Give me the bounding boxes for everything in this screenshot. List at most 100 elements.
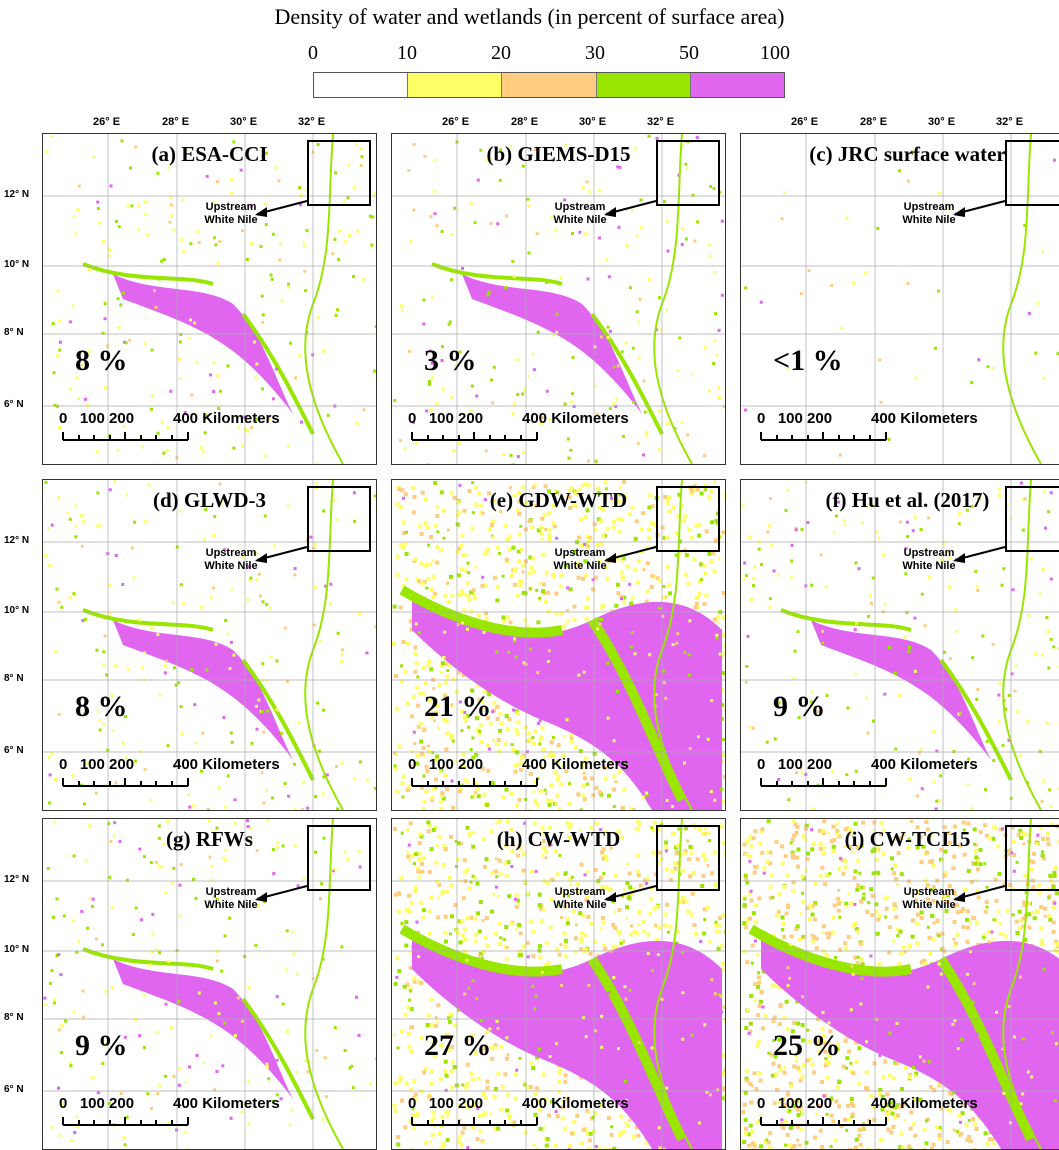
upstream-label-line: Upstream bbox=[520, 201, 640, 214]
scale-bar-units: 400 Kilometers bbox=[871, 756, 978, 773]
percent-label: 21 % bbox=[424, 690, 492, 724]
longitude-label: 28° E bbox=[511, 116, 538, 128]
latitude-label: 10° N bbox=[4, 944, 29, 955]
latitude-label: 6° N bbox=[4, 1084, 24, 1095]
upstream-label-line: White Nile bbox=[520, 560, 640, 573]
longitude-label: 30° E bbox=[928, 116, 955, 128]
latitude-label: 10° N bbox=[4, 605, 29, 616]
scale-bar-units: 400 Kilometers bbox=[522, 756, 629, 773]
percent-label: 8 % bbox=[75, 690, 128, 724]
latitude-label: 12° N bbox=[4, 189, 29, 200]
panel-title: (h) CW-WTD bbox=[392, 827, 725, 852]
scale-bar-units: 400 Kilometers bbox=[522, 410, 629, 427]
upstream-label-line: White Nile bbox=[869, 560, 989, 573]
panel-title: (a) ESA-CCI bbox=[43, 142, 376, 167]
latitude-label: 12° N bbox=[4, 874, 29, 885]
scale-bar-numbers: 0 100 200 bbox=[59, 756, 134, 773]
upstream-label-line: White Nile bbox=[171, 560, 291, 573]
upstream-label-line: White Nile bbox=[869, 214, 989, 227]
latitude-label: 10° N bbox=[4, 259, 29, 270]
legend-tick: 10 bbox=[397, 42, 417, 65]
legend-swatch bbox=[502, 73, 596, 97]
upstream-label-line: Upstream bbox=[869, 201, 989, 214]
scale-bar-numbers: 0 100 200 bbox=[757, 410, 832, 427]
upstream-label-line: Upstream bbox=[171, 201, 291, 214]
scale-bar-numbers: 0 100 200 bbox=[59, 1095, 134, 1112]
percent-label: 9 % bbox=[773, 690, 826, 724]
longitude-label: 32° E bbox=[996, 116, 1023, 128]
panel-title: (c) JRC surface water bbox=[741, 142, 1059, 167]
scale-bar bbox=[412, 432, 537, 440]
upstream-label-line: Upstream bbox=[171, 547, 291, 560]
latitude-label: 8° N bbox=[4, 1012, 24, 1023]
legend-swatch bbox=[314, 73, 408, 97]
upstream-label-line: White Nile bbox=[171, 899, 291, 912]
figure-title: Density of water and wetlands (in percen… bbox=[0, 4, 1059, 30]
upstream-label-line: Upstream bbox=[869, 547, 989, 560]
legend-tick: 20 bbox=[491, 42, 511, 65]
longitude-label: 28° E bbox=[162, 116, 189, 128]
percent-label: 8 % bbox=[75, 344, 128, 378]
scale-bar-units: 400 Kilometers bbox=[173, 410, 280, 427]
longitude-label: 32° E bbox=[647, 116, 674, 128]
scale-bar-units: 400 Kilometers bbox=[522, 1095, 629, 1112]
latitude-label: 12° N bbox=[4, 535, 29, 546]
scale-bar bbox=[63, 432, 188, 440]
upstream-label-line: White Nile bbox=[869, 899, 989, 912]
legend-swatch bbox=[597, 73, 691, 97]
upstream-label-line: White Nile bbox=[520, 899, 640, 912]
legend-tick: 30 bbox=[585, 42, 605, 65]
legend-swatch bbox=[691, 73, 784, 97]
panel-title: (b) GIEMS-D15 bbox=[392, 142, 725, 167]
longitude-label: 32° E bbox=[298, 116, 325, 128]
scale-bar-numbers: 0 100 200 bbox=[757, 1095, 832, 1112]
latitude-label: 8° N bbox=[4, 327, 24, 338]
scale-bar-numbers: 0 100 200 bbox=[408, 1095, 483, 1112]
scale-bar-units: 400 Kilometers bbox=[173, 1095, 280, 1112]
scale-bar-numbers: 0 100 200 bbox=[59, 410, 134, 427]
scale-bar bbox=[761, 432, 886, 440]
longitude-label: 26° E bbox=[93, 116, 120, 128]
scale-bar-units: 400 Kilometers bbox=[173, 756, 280, 773]
percent-label: 3 % bbox=[424, 344, 477, 378]
percent-label: 25 % bbox=[773, 1029, 841, 1063]
latitude-label: 8° N bbox=[4, 673, 24, 684]
upstream-label-line: Upstream bbox=[869, 886, 989, 899]
scale-bar-units: 400 Kilometers bbox=[871, 1095, 978, 1112]
legend-color-bar bbox=[313, 72, 785, 98]
upstream-label-line: White Nile bbox=[520, 214, 640, 227]
percent-label: <1 % bbox=[773, 344, 843, 378]
legend-tick: 0 bbox=[308, 42, 318, 65]
scale-bar bbox=[412, 778, 537, 786]
color-legend: 0 10 20 30 50 100 bbox=[313, 42, 785, 98]
upstream-label-line: Upstream bbox=[171, 886, 291, 899]
panel-title: (g) RFWs bbox=[43, 827, 376, 852]
longitude-label: 30° E bbox=[579, 116, 606, 128]
scale-bar-numbers: 0 100 200 bbox=[408, 756, 483, 773]
panel-title: (d) GLWD-3 bbox=[43, 488, 376, 513]
longitude-label: 28° E bbox=[860, 116, 887, 128]
legend-tick: 50 bbox=[679, 42, 699, 65]
longitude-label: 30° E bbox=[230, 116, 257, 128]
upstream-label-line: Upstream bbox=[520, 547, 640, 560]
scale-bar-units: 400 Kilometers bbox=[871, 410, 978, 427]
longitude-label: 26° E bbox=[442, 116, 469, 128]
